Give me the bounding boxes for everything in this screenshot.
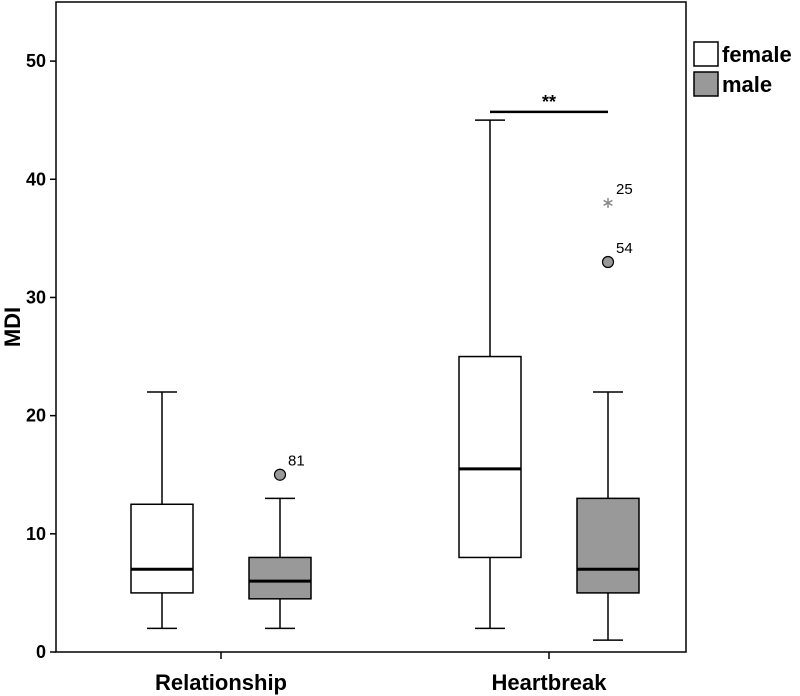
iqr-box: [458, 355, 522, 559]
outlier-point: [601, 255, 615, 269]
outlier-star-stroke: [603, 199, 613, 207]
y-tick-label: 30: [26, 287, 46, 307]
y-axis-title: MDI: [0, 307, 25, 347]
y-tick-label: 50: [26, 51, 46, 71]
outlier-point: [273, 468, 287, 481]
legend-item-male: male: [693, 71, 772, 97]
box-female-heartbreak: [458, 119, 522, 630]
legend-swatch: [693, 41, 719, 67]
significance-label: **: [542, 92, 556, 112]
y-tick-label: 10: [26, 524, 46, 544]
x-category-label: Heartbreak: [492, 670, 608, 695]
box-male-heartbreak: 54 25: [576, 181, 640, 641]
outlier-label: 54: [616, 240, 633, 257]
x-category-label: Relationship: [155, 670, 287, 695]
iqr-box: [248, 556, 312, 600]
box-female-relationship: [130, 391, 194, 630]
legend-item-female: female: [693, 41, 792, 67]
legend-label: male: [722, 72, 772, 97]
plot-frame: [55, 1, 687, 653]
legend-label: female: [722, 42, 792, 67]
outlier-star: [603, 197, 613, 208]
y-tick-label: 40: [26, 169, 46, 189]
outlier-label: 81: [288, 453, 305, 470]
legend-swatch: [693, 71, 719, 97]
iqr-box: [576, 497, 640, 594]
outlier-label: 25: [616, 181, 633, 198]
iqr-box: [130, 503, 194, 594]
y-tick-label: 20: [26, 406, 46, 426]
box-male-relationship: 81: [248, 453, 312, 630]
y-tick-label: 0: [36, 642, 46, 662]
